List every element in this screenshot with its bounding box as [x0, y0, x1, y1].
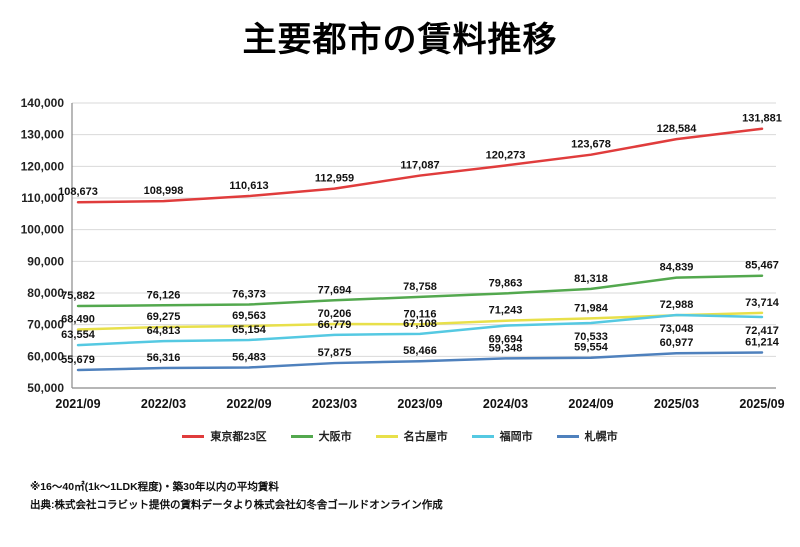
- series-line-福岡市: [76, 313, 764, 347]
- data-label: 85,467: [745, 260, 779, 272]
- footnotes: ※16～40㎡(1k～1LDK程度)・築30年以内の平均賃料 出典:株式会社コラ…: [30, 478, 443, 515]
- chart-title: 主要都市の賃料推移: [242, 21, 558, 59]
- footnote-source: 出典:株式会社コラビット提供の賃料データより株式会社幻冬舎ゴールドオンライン作成: [30, 499, 443, 512]
- legend-label: 東京都23区: [210, 431, 267, 443]
- data-label: 131,881: [742, 113, 782, 125]
- data-label: 123,678: [571, 139, 611, 151]
- x-axis-tick-label: 2024/09: [568, 397, 613, 411]
- legend-item-東京都23区: 東京都23区: [182, 428, 267, 444]
- data-label: 84,839: [660, 262, 694, 274]
- rent-chart-slide: { "page": { "title": "主要都市の賃料推移", "footn…: [0, 12, 800, 547]
- x-axis-tick-label: 2024/03: [483, 397, 528, 411]
- data-label: 64,813: [147, 325, 181, 337]
- y-axis-tick-label: 130,000: [21, 128, 65, 142]
- data-label: 120,273: [486, 149, 526, 161]
- legend-swatch: [556, 434, 579, 438]
- legend-item-札幌市: 札幌市: [556, 428, 618, 444]
- data-label: 70,533: [574, 331, 608, 343]
- data-label: 112,959: [315, 173, 354, 185]
- series-line-名古屋市: [76, 311, 764, 331]
- data-label: 61,214: [745, 336, 780, 348]
- data-label: 69,563: [232, 310, 266, 322]
- data-label: 56,316: [147, 352, 181, 364]
- legend-item-大阪市: 大阪市: [290, 428, 352, 444]
- series-line-札幌市: [76, 351, 764, 372]
- data-label: 71,243: [489, 305, 523, 317]
- y-axis-tick-label: 60,000: [27, 349, 64, 363]
- legend-swatch: [290, 434, 313, 438]
- y-axis-tick-label: 120,000: [21, 159, 65, 173]
- y-axis-tick-label: 90,000: [27, 254, 64, 268]
- legend-swatch: [375, 434, 398, 438]
- data-label: 65,154: [232, 324, 267, 336]
- x-axis-tick-label: 2025/09: [739, 397, 784, 411]
- legend-label: 大阪市: [318, 431, 352, 443]
- x-axis-tick-label: 2023/09: [397, 397, 442, 411]
- data-label: 67,108: [403, 318, 437, 330]
- data-label: 59,554: [574, 342, 609, 354]
- x-axis-tick-label: 2025/03: [654, 397, 699, 411]
- data-label: 63,554: [61, 329, 96, 341]
- data-label: 72,417: [745, 325, 779, 337]
- data-label: 69,275: [147, 311, 181, 323]
- data-label: 59,348: [489, 342, 523, 354]
- x-axis-tick-label: 2021/09: [55, 397, 100, 411]
- data-label: 81,318: [574, 273, 608, 285]
- data-label: 128,584: [657, 123, 698, 135]
- data-label: 60,977: [660, 337, 694, 349]
- x-axis-tick-label: 2022/03: [141, 397, 186, 411]
- data-label: 117,087: [400, 160, 439, 172]
- data-label: 108,673: [58, 186, 98, 198]
- data-label: 76,373: [232, 288, 266, 300]
- chart-legend: 東京都23区 大阪市 名古屋市 福岡市 札幌市: [0, 428, 800, 444]
- data-label: 108,998: [144, 185, 184, 197]
- data-label: 78,758: [403, 281, 437, 293]
- legend-swatch: [471, 434, 494, 438]
- y-axis-tick-label: 140,000: [21, 96, 65, 110]
- y-axis-tick-label: 100,000: [21, 223, 65, 237]
- rent-line-chart: 50,000 60,000 70,000 80,000 90,000 100,000 110…: [0, 88, 800, 420]
- data-label: 57,875: [318, 347, 352, 359]
- x-axis-tick-label: 2023/03: [312, 397, 357, 411]
- series-line-東京都23区: [76, 127, 764, 204]
- data-label: 77,694: [318, 284, 353, 296]
- y-axis-tick-label: 50,000: [27, 381, 64, 395]
- x-axis-tick-label: 2022/09: [226, 397, 271, 411]
- legend-item-福岡市: 福岡市: [471, 428, 533, 444]
- data-label: 110,613: [229, 180, 268, 192]
- data-label: 70,116: [403, 308, 436, 320]
- data-label: 79,863: [489, 277, 523, 289]
- footnote-criteria: ※16～40㎡(1k～1LDK程度)・築30年以内の平均賃料: [30, 481, 279, 493]
- legend-label: 福岡市: [499, 431, 533, 443]
- series-line-大阪市: [76, 274, 764, 308]
- data-label: 55,679: [61, 354, 95, 366]
- legend-swatch: [182, 434, 205, 438]
- data-label: 56,483: [232, 351, 266, 363]
- legend-label: 札幌市: [584, 431, 618, 443]
- y-axis-tick-label: 110,000: [21, 191, 64, 205]
- data-label: 71,984: [574, 302, 609, 314]
- legend-label: 名古屋市: [403, 431, 448, 443]
- data-label: 66,779: [318, 319, 352, 331]
- data-label: 75,882: [61, 290, 95, 302]
- y-axis-tick-label: 70,000: [27, 318, 64, 332]
- data-label: 70,206: [318, 308, 352, 320]
- data-label: 72,988: [660, 299, 694, 311]
- legend-item-名古屋市: 名古屋市: [375, 428, 448, 444]
- data-label: 73,048: [660, 323, 694, 335]
- chart-canvas: 50,000 60,000 70,000 80,000 90,000 100,000 110…: [21, 96, 785, 411]
- data-label: 76,126: [147, 289, 181, 301]
- y-axis-tick-label: 80,000: [27, 286, 64, 300]
- data-label: 69,694: [489, 334, 524, 346]
- data-label: 73,714: [745, 297, 780, 309]
- data-label: 68,490: [61, 313, 95, 325]
- data-label: 58,466: [403, 345, 437, 357]
